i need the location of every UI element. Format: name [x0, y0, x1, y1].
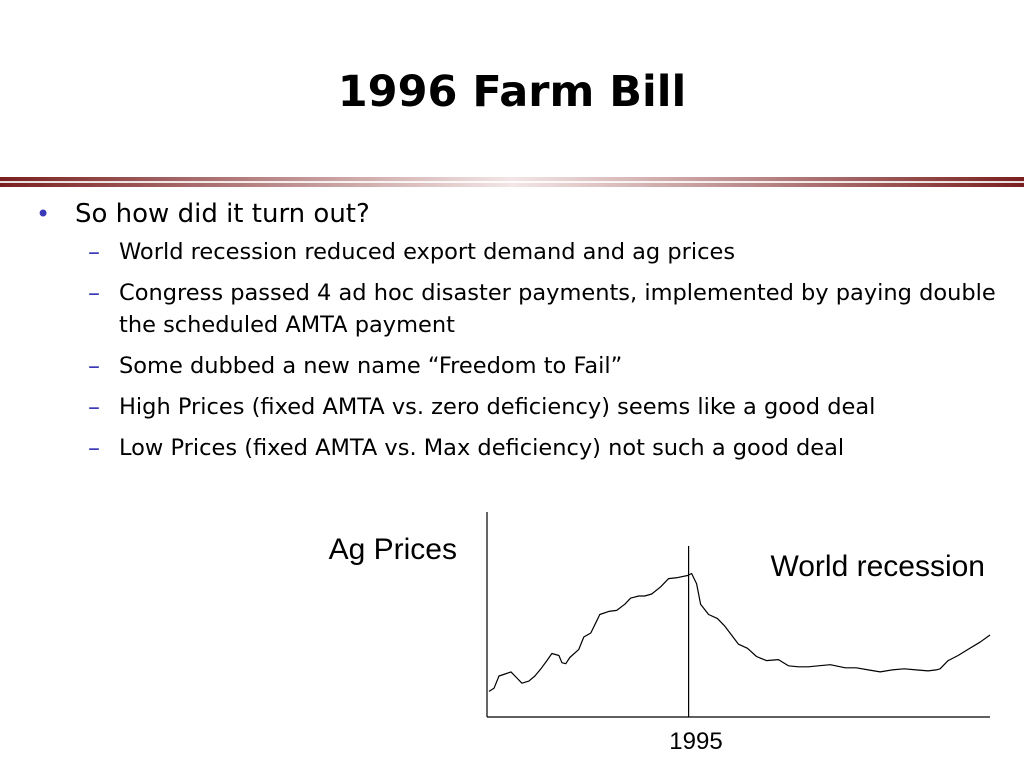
sub-bullet-item: – Some dubbed a new name “Freedom to Fai… [0, 350, 1024, 382]
y-axis-label: Ag Prices [329, 533, 457, 566]
sub-bullet-text: Low Prices (fixed AMTA vs. Max deficienc… [119, 435, 845, 461]
title-divider [0, 177, 1024, 187]
bullet-list: • So how did it turn out? – World recess… [0, 196, 1024, 473]
sub-bullet-marker: – [88, 238, 100, 266]
bullet-item: • So how did it turn out? – World recess… [0, 196, 1024, 464]
sub-bullet-text: Congress passed 4 ad hoc disaster paymen… [119, 280, 996, 338]
sub-bullet-list: – World recession reduced export demand … [75, 236, 1024, 464]
sub-bullet-item: – High Prices (fixed AMTA vs. zero defic… [0, 391, 1024, 423]
bullet-text: So how did it turn out? [75, 199, 370, 229]
sub-bullet-item: – Low Prices (fixed AMTA vs. Max deficie… [0, 432, 1024, 464]
sub-bullet-item: – World recession reduced export demand … [0, 236, 1024, 268]
bullet-marker: • [36, 200, 51, 228]
sub-bullet-text: World recession reduced export demand an… [119, 239, 736, 265]
annotation-label: World recession [770, 550, 985, 583]
sub-bullet-marker: – [88, 352, 100, 380]
sub-bullet-marker: – [88, 434, 100, 462]
x-tick-label: 1995 [669, 728, 722, 755]
series-line [488, 572, 991, 692]
sub-bullet-text: Some dubbed a new name “Freedom to Fail” [119, 353, 623, 379]
sub-bullet-marker: – [88, 393, 100, 421]
sub-bullet-item: – Congress passed 4 ad hoc disaster paym… [0, 277, 1024, 341]
sub-bullet-text: High Prices (fixed AMTA vs. zero deficie… [119, 394, 876, 420]
slide-title: 1996 Farm Bill [337, 67, 687, 117]
sub-bullet-marker: – [88, 279, 100, 307]
